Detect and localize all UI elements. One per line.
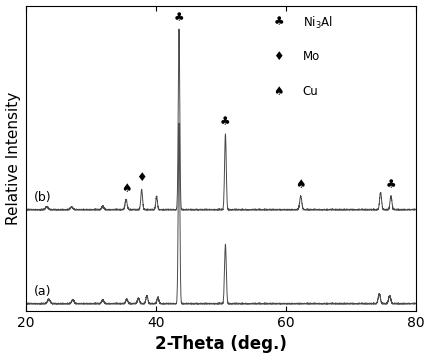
Text: Mo: Mo <box>303 50 320 63</box>
Text: ♣: ♣ <box>220 116 230 129</box>
Text: ♣: ♣ <box>273 15 284 28</box>
Text: ♦: ♦ <box>273 50 284 63</box>
Text: (b): (b) <box>34 191 52 204</box>
Text: Cu: Cu <box>303 85 319 98</box>
Text: Ni$_3$Al: Ni$_3$Al <box>303 15 333 31</box>
Text: ♠: ♠ <box>121 182 131 195</box>
Y-axis label: Relative Intensity: Relative Intensity <box>6 92 21 225</box>
Text: (a): (a) <box>34 285 52 298</box>
Text: ♠: ♠ <box>273 85 284 98</box>
Text: ♣: ♣ <box>386 178 396 191</box>
X-axis label: 2-Theta (deg.): 2-Theta (deg.) <box>155 335 287 354</box>
Text: ♣: ♣ <box>174 11 184 24</box>
Text: ♠: ♠ <box>295 178 306 191</box>
Text: ♦: ♦ <box>136 171 147 184</box>
